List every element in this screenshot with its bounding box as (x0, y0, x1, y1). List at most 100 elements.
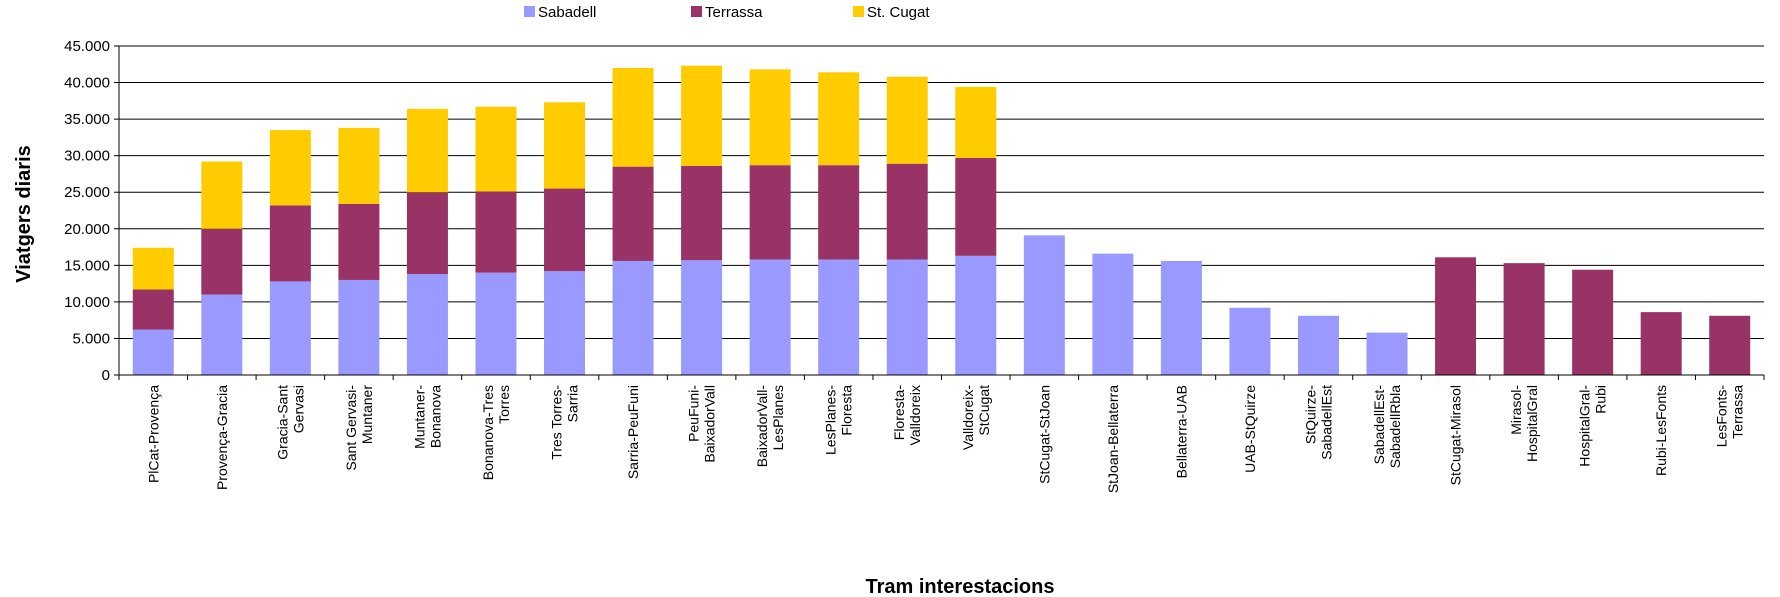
bar-sabadell (338, 279, 380, 375)
bar-sabadell (955, 255, 997, 375)
legend-label: St. Cugat (867, 4, 930, 21)
y-tick-label: 0 (102, 367, 110, 384)
x-category-label: PeuFuni- (686, 385, 702, 442)
bar-sabadell (1366, 332, 1408, 375)
x-category-label: StJoan-Bellaterra (1105, 385, 1121, 493)
x-category-label: Rubi (1593, 385, 1609, 414)
y-tick-label: 45.000 (64, 38, 110, 55)
bar-st-cugat (612, 67, 654, 167)
bar-st-cugat (749, 69, 791, 166)
legend: Sabadell Terrassa St. Cugat (524, 4, 930, 21)
x-category-label: Bonanova-Tres (480, 385, 496, 480)
x-category-label: Sarria (565, 385, 581, 423)
bar-terrassa (201, 228, 243, 295)
y-tick-label: 5.000 (72, 330, 110, 347)
legend-swatch (853, 6, 864, 17)
bar-sabadell (681, 260, 723, 375)
x-category-label: Muntaner (359, 385, 375, 444)
x-category-label: Tres Torres- (549, 385, 565, 460)
bar-sabadell (475, 272, 517, 375)
bars (132, 65, 1751, 375)
bar-sabadell (132, 329, 174, 375)
y-tick-label: 25.000 (64, 184, 110, 201)
x-category-label: Valldoreix- (960, 385, 976, 450)
x-category-label: SabadellEst (1318, 385, 1334, 460)
x-category-label: BaixadorVall (702, 385, 718, 463)
bar-st-cugat (406, 108, 448, 193)
x-category-label: SabadellEst- (1371, 385, 1387, 465)
bar-terrassa (338, 203, 380, 280)
x-category-label: StCugat-Mirasol (1448, 385, 1464, 485)
y-tick-label: 30.000 (64, 148, 110, 165)
bar-st-cugat (338, 127, 380, 204)
bar-terrassa (132, 289, 174, 330)
bar-terrassa (1640, 312, 1682, 375)
bar-st-cugat (681, 65, 723, 166)
bar-terrassa (749, 165, 791, 260)
x-category-label: Floresta- (891, 385, 907, 441)
x-category-label: Mirasol- (1508, 385, 1524, 435)
bar-sabadell (886, 259, 928, 375)
bar-st-cugat (886, 76, 928, 164)
bar-sabadell (1297, 315, 1339, 375)
bar-terrassa (406, 192, 448, 275)
bar-sabadell (1160, 260, 1202, 375)
x-category-label: Sant Gervasi- (343, 385, 359, 471)
x-category-label: HospitalGral (1524, 385, 1540, 462)
x-category-label: Floresta (839, 385, 855, 436)
x-category-label: LesPlanes- (823, 385, 839, 455)
bar-terrassa (544, 188, 586, 272)
x-category-label: Rubi-LesFonts (1653, 385, 1669, 476)
bar-sabadell (201, 294, 243, 375)
x-category-label: PlCat-Provença (145, 385, 161, 483)
bar-sabadell (749, 259, 791, 375)
x-category-label: StCugat-StJoan (1036, 385, 1052, 484)
gridlines (119, 45, 1764, 339)
bar-terrassa (475, 191, 517, 273)
y-tick-label: 10.000 (64, 294, 110, 311)
x-category-label: Bonanova (427, 385, 443, 448)
legend-label: Sabadell (538, 4, 596, 21)
bar-terrassa (1435, 257, 1477, 375)
x-category-label: HospitalGral- (1577, 385, 1593, 467)
bar-sabadell (1023, 235, 1065, 375)
bar-sabadell (1229, 307, 1271, 375)
bar-st-cugat (544, 102, 586, 189)
x-category-label: LesPlanes (770, 385, 786, 450)
legend-swatch (691, 6, 702, 17)
y-tick-label: 35.000 (64, 111, 110, 128)
bar-sabadell (269, 281, 311, 375)
y-tick-label: 20.000 (64, 221, 110, 238)
x-category-label: Sarria-PeuFuni (625, 385, 641, 479)
x-category-label: Torres (496, 385, 512, 424)
y-axis-title: Viatgers diaris (13, 145, 35, 282)
bar-st-cugat (818, 72, 860, 166)
x-category-label: Valldoreix (907, 385, 923, 445)
bar-terrassa (612, 166, 654, 261)
bar-sabadell (818, 259, 860, 375)
x-tick-labels: PlCat-Provença Provença-Gracia Gracia-Sant… (118, 375, 1765, 493)
x-category-label: Provença-Gracia (214, 385, 230, 490)
x-category-label: LesFonts- (1714, 385, 1730, 448)
y-tick-label: 15.000 (64, 257, 110, 274)
bar-terrassa (955, 157, 997, 256)
x-category-label: BaixadorVall- (754, 385, 770, 468)
x-axis-title: Tram interestacions (866, 576, 1055, 597)
bar-st-cugat (132, 247, 174, 290)
x-category-label: StCugat (976, 385, 992, 436)
bar-terrassa (1572, 269, 1614, 375)
y-tick-labels: 0 5.000 10.000 15.000 20.000 25.000 30.000 35.0… (64, 38, 119, 384)
legend-swatch (524, 6, 535, 17)
bar-st-cugat (201, 161, 243, 229)
x-category-label: SabadellRbla (1387, 385, 1403, 468)
bar-sabadell (612, 260, 654, 375)
bar-st-cugat (955, 86, 997, 158)
bar-st-cugat (269, 130, 311, 206)
y-tick-label: 40.000 (64, 75, 110, 92)
x-category-label: Muntaner- (411, 385, 427, 449)
bar-terrassa (269, 205, 311, 282)
x-category-label: UAB-StQuirze (1242, 385, 1258, 473)
x-category-label: StQuirze- (1302, 385, 1318, 444)
bar-sabadell (544, 271, 586, 375)
